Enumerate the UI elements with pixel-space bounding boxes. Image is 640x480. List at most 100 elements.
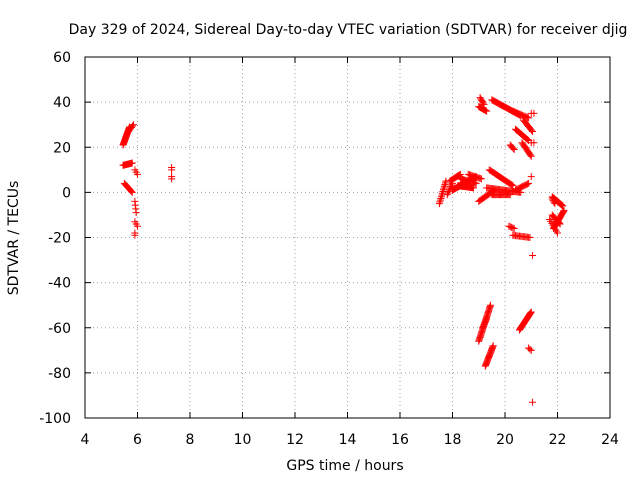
data-point — [481, 106, 489, 114]
x-tick-label: 18 — [444, 432, 462, 448]
data-point — [128, 159, 136, 167]
x-tick-label: 20 — [496, 432, 514, 448]
data-point — [482, 107, 490, 115]
y-tick-label: -80 — [48, 366, 71, 382]
data-point — [131, 231, 139, 239]
data-point — [525, 114, 533, 122]
axis-ticks: 4 6 8 10 12 14 16 18 20 22 24 -100 -80 -60 -40 -20 0 20 40… — [39, 50, 619, 448]
y-tick-label: -100 — [39, 411, 71, 427]
data-point — [551, 200, 559, 208]
data-point — [530, 139, 538, 147]
data-point — [557, 201, 565, 209]
data-point — [524, 136, 532, 144]
data-point — [509, 144, 517, 152]
data-point — [527, 173, 535, 181]
y-tick-label: 60 — [53, 50, 71, 66]
data-point — [506, 191, 514, 199]
data-point — [509, 182, 517, 190]
x-tick-label: 4 — [81, 432, 90, 448]
data-point — [439, 186, 447, 194]
data-point — [523, 180, 531, 188]
data-point — [549, 197, 557, 205]
data-point — [168, 173, 176, 181]
y-tick-label: 40 — [53, 95, 71, 111]
data-point — [526, 234, 534, 241]
data-point — [523, 113, 531, 121]
data-point — [132, 209, 140, 217]
data-point — [529, 398, 537, 406]
data-point — [560, 206, 568, 214]
data-point — [560, 207, 568, 215]
data-point — [470, 184, 477, 192]
data-point — [482, 316, 490, 324]
data-point — [130, 121, 138, 129]
data-point — [526, 310, 534, 318]
data-point — [435, 200, 443, 208]
data-point — [168, 164, 176, 172]
y-tick-label: -60 — [48, 321, 71, 337]
y-tick-label: 0 — [62, 185, 71, 201]
data-point — [527, 309, 535, 317]
data-point — [441, 181, 449, 189]
data-point — [526, 151, 534, 159]
data-point — [526, 345, 534, 353]
y-tick-label: -40 — [48, 276, 71, 292]
data-point — [558, 201, 566, 209]
data-point — [472, 179, 480, 187]
data-point — [127, 187, 135, 195]
data-point — [554, 229, 561, 237]
data-point — [510, 224, 518, 232]
data-points — [119, 94, 568, 406]
data-point — [510, 146, 518, 154]
data-point — [444, 189, 452, 197]
data-point — [128, 188, 136, 196]
data-point — [440, 182, 448, 190]
x-axis-label: GPS time / hours — [286, 458, 403, 474]
data-point — [483, 315, 491, 323]
x-tick-label: 8 — [186, 432, 195, 448]
x-tick-label: 22 — [549, 432, 567, 448]
data-point — [129, 122, 137, 130]
data-point — [550, 198, 558, 206]
data-point — [529, 252, 537, 260]
y-tick-label: -20 — [48, 231, 71, 247]
data-point — [483, 107, 491, 115]
data-point — [436, 198, 444, 206]
data-point — [437, 193, 445, 201]
data-point — [134, 170, 141, 178]
data-point — [559, 202, 567, 210]
data-point — [527, 346, 535, 354]
grid-lines — [85, 57, 610, 418]
data-point — [528, 126, 536, 134]
y-axis-label: SDTVAR / TECUs — [6, 181, 22, 296]
data-point — [525, 179, 533, 187]
data-point — [441, 179, 449, 187]
x-tick-label: 12 — [286, 432, 304, 448]
data-point — [480, 100, 488, 108]
x-tick-label: 14 — [339, 432, 357, 448]
x-tick-label: 10 — [234, 432, 252, 448]
data-point — [489, 342, 497, 350]
data-point — [440, 184, 448, 192]
data-point — [455, 171, 463, 179]
data-point — [555, 219, 563, 227]
data-point — [530, 109, 538, 117]
data-point — [439, 188, 447, 196]
data-point — [477, 175, 485, 183]
data-point — [509, 224, 517, 232]
data-point — [527, 308, 535, 316]
data-point — [487, 301, 495, 309]
data-point — [508, 181, 516, 189]
data-point — [437, 194, 445, 202]
data-point — [134, 222, 141, 230]
data-point — [556, 220, 564, 228]
x-tick-label: 16 — [391, 432, 409, 448]
data-point — [436, 196, 444, 204]
data-point — [445, 187, 453, 195]
data-point — [443, 191, 451, 199]
data-point — [548, 195, 556, 203]
data-point — [529, 127, 537, 135]
data-point — [527, 152, 535, 160]
data-point — [479, 99, 487, 107]
